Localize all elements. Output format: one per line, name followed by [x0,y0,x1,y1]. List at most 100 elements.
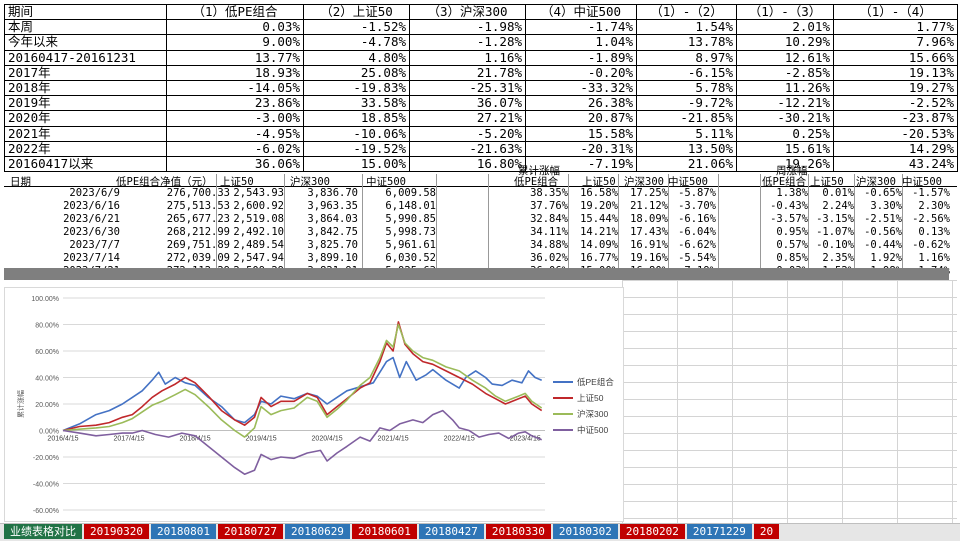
summary-value-cell[interactable]: 12.61% [736,49,834,66]
detail-value-cell[interactable]: 17.43% [630,226,668,238]
summary-value-cell[interactable]: -2.52% [833,95,958,112]
detail-value-cell[interactable]: 265,677.23 [166,213,230,225]
detail-value-cell[interactable]: -1.07% [816,226,854,238]
detail-value-cell[interactable]: 272,039.09 [166,252,230,264]
summary-header-cell[interactable]: 期间 [4,3,167,21]
detail-value-cell[interactable]: 6,030.52 [385,252,436,264]
summary-value-cell[interactable]: 14.29% [833,140,958,157]
detail-header-cell[interactable]: 上证50 [810,176,844,188]
detail-value-cell[interactable]: 16.91% [630,239,668,251]
summary-value-cell[interactable]: 15.66% [833,49,958,66]
detail-value-cell[interactable]: 2,600.92 [233,200,284,212]
detail-value-cell[interactable]: -6.62% [678,239,716,251]
summary-period-cell[interactable]: 本周 [4,19,167,36]
summary-value-cell[interactable]: -30.21% [736,110,834,127]
detail-value-cell[interactable]: 1.92% [870,252,902,264]
detail-value-cell[interactable]: -2.56% [912,213,950,225]
summary-value-cell[interactable]: 19.27% [833,79,958,97]
sheet-tab[interactable]: 20180801 [150,524,216,539]
detail-value-cell[interactable]: 2.24% [822,200,854,212]
detail-header-cell[interactable]: 沪深300 [290,176,330,188]
detail-value-cell[interactable]: 21.12% [630,200,668,212]
detail-header-cell[interactable]: 中证500 [668,176,708,188]
summary-value-cell[interactable]: -7.19% [525,155,637,173]
summary-header-cell[interactable]: （4）中证500 [525,3,637,21]
detail-value-cell[interactable]: 6,009.58 [385,187,436,199]
summary-period-cell[interactable]: 20160417以来 [4,155,167,173]
detail-value-cell[interactable]: 5,961.61 [385,239,436,251]
detail-value-cell[interactable]: -0.62% [912,239,950,251]
sheet-tab[interactable]: 20180601 [351,524,417,539]
detail-value-cell[interactable]: 268,212.99 [166,226,230,238]
detail-value-cell[interactable]: 14.21% [580,226,618,238]
summary-period-cell[interactable]: 2018年 [4,79,167,97]
summary-value-cell[interactable]: 23.86% [166,95,304,112]
summary-value-cell[interactable]: -6.15% [636,64,737,81]
detail-value-cell[interactable]: 6,148.01 [385,200,436,212]
sheet-tab[interactable]: 20180202 [619,524,685,539]
summary-value-cell[interactable]: 0.25% [736,125,834,142]
summary-value-cell[interactable]: 11.26% [736,79,834,97]
summary-value-cell[interactable]: -0.20% [525,64,637,81]
performance-chart[interactable]: 100.00% 80.00% 60.00% 40.00% 20.00% 0.00% -20.… [4,287,624,522]
summary-value-cell[interactable]: -5.20% [409,125,526,142]
detail-value-cell[interactable]: 276,700.33 [166,187,230,199]
sheet-tab[interactable]: 20171229 [686,524,752,539]
detail-value-cell[interactable]: -0.56% [864,226,902,238]
summary-value-cell[interactable]: -3.00% [166,110,304,127]
detail-value-cell[interactable]: 3,842.75 [307,226,358,238]
summary-value-cell[interactable]: 13.77% [166,49,304,66]
summary-value-cell[interactable]: -4.95% [166,125,304,142]
detail-date-cell[interactable]: 2023/6/30 [63,226,120,238]
summary-period-cell[interactable]: 今年以来 [4,34,167,51]
detail-value-cell[interactable]: 2,547.94 [233,252,284,264]
summary-value-cell[interactable]: -25.31% [409,79,526,97]
detail-value-cell[interactable]: 15.44% [580,213,618,225]
summary-value-cell[interactable]: 21.78% [409,64,526,81]
detail-header-cell[interactable]: 上证50 [220,176,254,188]
detail-value-cell[interactable]: -5.54% [678,252,716,264]
summary-value-cell[interactable]: -2.85% [736,64,834,81]
detail-value-cell[interactable]: 16.58% [580,187,618,199]
detail-header-cell[interactable]: 日期 [10,176,31,188]
detail-value-cell[interactable]: -2.51% [864,213,902,225]
summary-header-cell[interactable]: （2）上证50 [303,3,410,21]
summary-period-cell[interactable]: 2022年 [4,140,167,157]
detail-header-cell[interactable]: 沪深300 [624,176,664,188]
summary-value-cell[interactable]: 18.85% [303,110,410,127]
detail-date-cell[interactable]: 2023/6/21 [63,213,120,225]
cumulative-return-group-label[interactable]: 累计涨幅 [518,165,560,177]
detail-value-cell[interactable]: -0.65% [864,187,902,199]
detail-value-cell[interactable]: 0.95% [776,226,808,238]
summary-period-cell[interactable]: 2021年 [4,125,167,142]
summary-value-cell[interactable]: 26.38% [525,95,637,112]
detail-value-cell[interactable]: -3.70% [678,200,716,212]
weekly-return-group-label[interactable]: 周涨幅 [776,165,808,177]
summary-value-cell[interactable]: 1.77% [833,19,958,36]
summary-value-cell[interactable]: 19.13% [833,64,958,81]
detail-header-cell[interactable]: 中证500 [366,176,406,188]
spreadsheet-grid[interactable] [622,280,957,523]
summary-value-cell[interactable]: 16.80% [409,155,526,173]
detail-header-cell[interactable]: 低PE组合净值（元） [116,176,213,188]
summary-value-cell[interactable]: -1.98% [409,19,526,36]
summary-value-cell[interactable]: -21.85% [636,110,737,127]
summary-value-cell[interactable]: 9.00% [166,34,304,51]
detail-value-cell[interactable]: -6.04% [678,226,716,238]
detail-value-cell[interactable]: 5,998.73 [385,226,436,238]
detail-value-cell[interactable]: 19.20% [580,200,618,212]
detail-value-cell[interactable]: 2.30% [918,200,950,212]
detail-date-cell[interactable]: 2023/7/7 [69,239,120,251]
detail-value-cell[interactable]: 5,990.85 [385,213,436,225]
summary-header-cell[interactable]: （1）低PE组合 [166,3,304,21]
summary-value-cell[interactable]: -12.21% [736,95,834,112]
summary-value-cell[interactable]: -21.63% [409,140,526,157]
detail-value-cell[interactable]: 0.85% [776,252,808,264]
detail-value-cell[interactable]: -1.57% [912,187,950,199]
summary-value-cell[interactable]: 7.96% [833,34,958,51]
summary-value-cell[interactable]: 1.16% [409,49,526,66]
detail-value-cell[interactable]: 34.11% [530,226,568,238]
summary-value-cell[interactable]: 20.87% [525,110,637,127]
summary-value-cell[interactable]: 5.78% [636,79,737,97]
summary-value-cell[interactable]: 0.03% [166,19,304,36]
